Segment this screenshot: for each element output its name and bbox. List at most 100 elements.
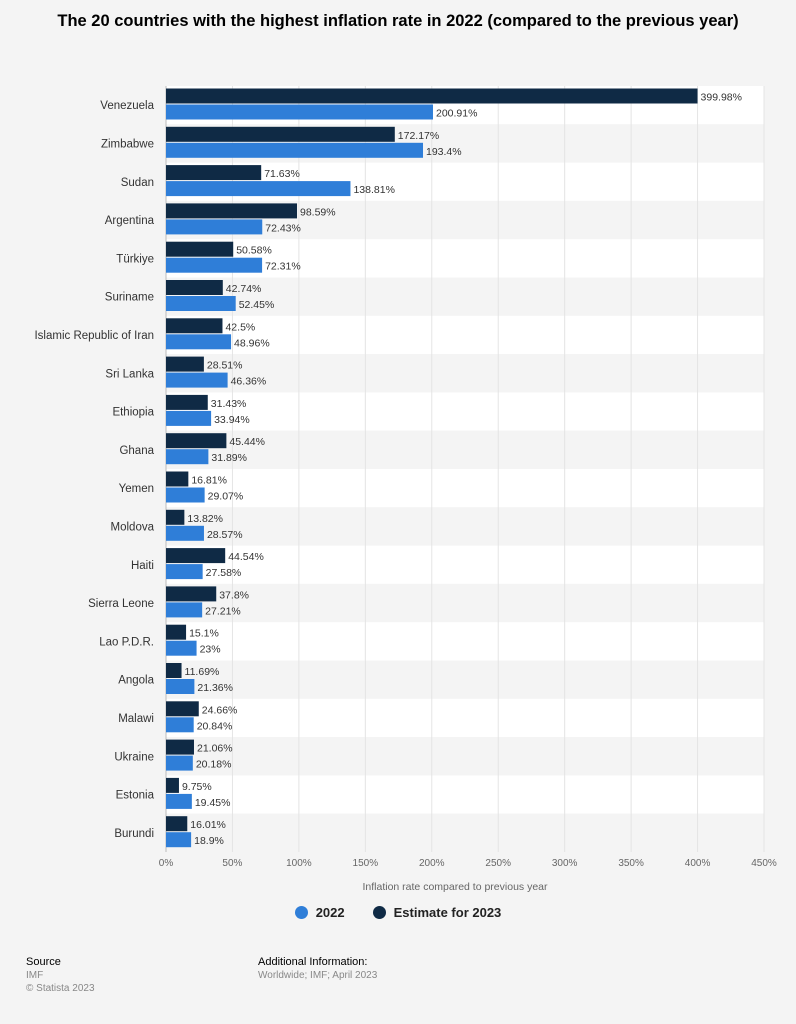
data-label-2023: 42.74% [226, 283, 262, 295]
bar-estimate-2023 [166, 318, 223, 334]
x-tick-label: 150% [353, 858, 379, 869]
data-label-2023: 44.54% [228, 551, 264, 563]
data-label-2022: 31.89% [211, 452, 247, 464]
footer-source: Source IMF © Statista 2023 [26, 956, 95, 995]
bar-2022 [166, 487, 205, 503]
row-band [166, 354, 764, 393]
category-label: Moldova [111, 521, 155, 533]
bar-estimate-2023 [166, 126, 395, 142]
data-label-2023: 45.44% [229, 436, 265, 448]
data-label-2022: 33.94% [214, 414, 250, 426]
bar-estimate-2023 [166, 203, 298, 219]
bar-2022 [166, 219, 263, 235]
data-label-2022: 46.36% [231, 376, 267, 388]
data-label-2023: 42.5% [225, 321, 255, 333]
data-label-2023: 31.43% [211, 398, 247, 410]
bar-estimate-2023 [166, 624, 187, 640]
data-label-2022: 200.91% [436, 108, 477, 120]
category-label: Zimbabwe [101, 138, 154, 150]
data-label-2022: 23% [200, 644, 221, 656]
category-label: Burundi [114, 828, 154, 840]
x-tick-label: 350% [618, 858, 644, 869]
bar-2022 [166, 717, 194, 733]
x-tick-label: 450% [751, 858, 777, 869]
data-label-2023: 13.82% [187, 513, 223, 525]
bar-estimate-2023 [166, 701, 199, 717]
bar-2022 [166, 449, 209, 465]
bar-2022 [166, 257, 263, 273]
data-label-2023: 16.01% [190, 819, 226, 831]
bar-2022 [166, 564, 203, 580]
bar-2022 [166, 755, 193, 771]
row-band [166, 813, 764, 852]
data-label-2022: 138.81% [353, 184, 394, 196]
data-label-2023: 50.58% [236, 245, 272, 257]
data-label-2022: 27.58% [206, 567, 242, 579]
bar-2022 [166, 793, 192, 809]
row-band [166, 583, 764, 623]
category-label: Ethiopia [112, 407, 154, 419]
legend-item-2022[interactable]: 2022 [294, 905, 345, 920]
data-label-2022: 72.31% [265, 261, 301, 273]
row-band [166, 660, 764, 699]
bar-2022 [166, 142, 424, 158]
source-label: Source [26, 956, 61, 968]
row-band [166, 392, 764, 431]
chart-legend: 2022 Estimate for 2023 [0, 905, 796, 920]
bar-estimate-2023 [166, 165, 262, 181]
data-label-2022: 72.43% [265, 222, 301, 234]
category-label: Estonia [116, 790, 155, 802]
x-tick-label: 250% [485, 858, 511, 869]
data-label-2023: 16.81% [191, 475, 227, 487]
bar-estimate-2023 [166, 586, 217, 602]
data-label-2023: 24.66% [202, 704, 238, 716]
data-label-2023: 21.06% [197, 743, 233, 755]
row-band [166, 315, 764, 355]
footer-additional-info: Additional Information: Worldwide; IMF; … [258, 956, 377, 982]
category-label: Sri Lanka [105, 368, 154, 380]
category-label: Sierra Leone [88, 598, 154, 610]
x-tick-label: 0% [159, 858, 174, 869]
bar-2022 [166, 679, 195, 694]
row-band [166, 277, 764, 316]
category-label: Malawi [118, 713, 154, 725]
category-label: Türkiye [116, 253, 154, 265]
bar-2022 [166, 372, 228, 388]
additional-info-value: Worldwide; IMF; April 2023 [258, 970, 378, 981]
category-label: Ghana [119, 445, 154, 457]
row-band [166, 430, 764, 469]
bar-estimate-2023 [166, 88, 698, 104]
bar-2022 [166, 334, 232, 350]
x-tick-label: 400% [685, 858, 711, 869]
data-label-2022: 27.21% [205, 605, 241, 617]
bar-estimate-2023 [166, 777, 179, 793]
data-label-2023: 28.51% [207, 360, 243, 372]
row-band [166, 239, 764, 278]
bar-2022 [166, 640, 197, 656]
category-label: Argentina [105, 215, 155, 227]
x-tick-label: 100% [286, 858, 312, 869]
legend-label-2023: Estimate for 2023 [393, 905, 502, 920]
data-label-2022: 193.4% [426, 146, 462, 158]
bar-2022 [166, 410, 212, 426]
category-label: Ukraine [114, 751, 154, 763]
bar-estimate-2023 [166, 663, 182, 678]
row-band [166, 737, 764, 776]
category-label: Yemen [119, 483, 154, 495]
row-band [166, 622, 764, 661]
bar-2022 [166, 602, 203, 618]
data-label-2022: 48.96% [234, 337, 270, 349]
data-label-2022: 52.45% [239, 299, 275, 311]
data-label-2023: 399.98% [701, 92, 742, 104]
legend-item-2023[interactable]: Estimate for 2023 [372, 905, 502, 920]
data-label-2023: 71.63% [264, 168, 300, 180]
source-value[interactable]: IMF [26, 970, 44, 981]
bar-2022 [166, 104, 433, 120]
copyright: © Statista 2023 [26, 983, 95, 994]
x-tick-label: 300% [552, 858, 578, 869]
bar-chart: 0% 50% 100% 150% 200% 250% 300% 350% 400% 450% Inf… [34, 86, 777, 893]
data-label-2023: 11.69% [185, 666, 220, 678]
bar-estimate-2023 [166, 816, 188, 832]
legend-swatch-2022 [294, 906, 308, 919]
data-label-2022: 21.36% [197, 682, 233, 694]
